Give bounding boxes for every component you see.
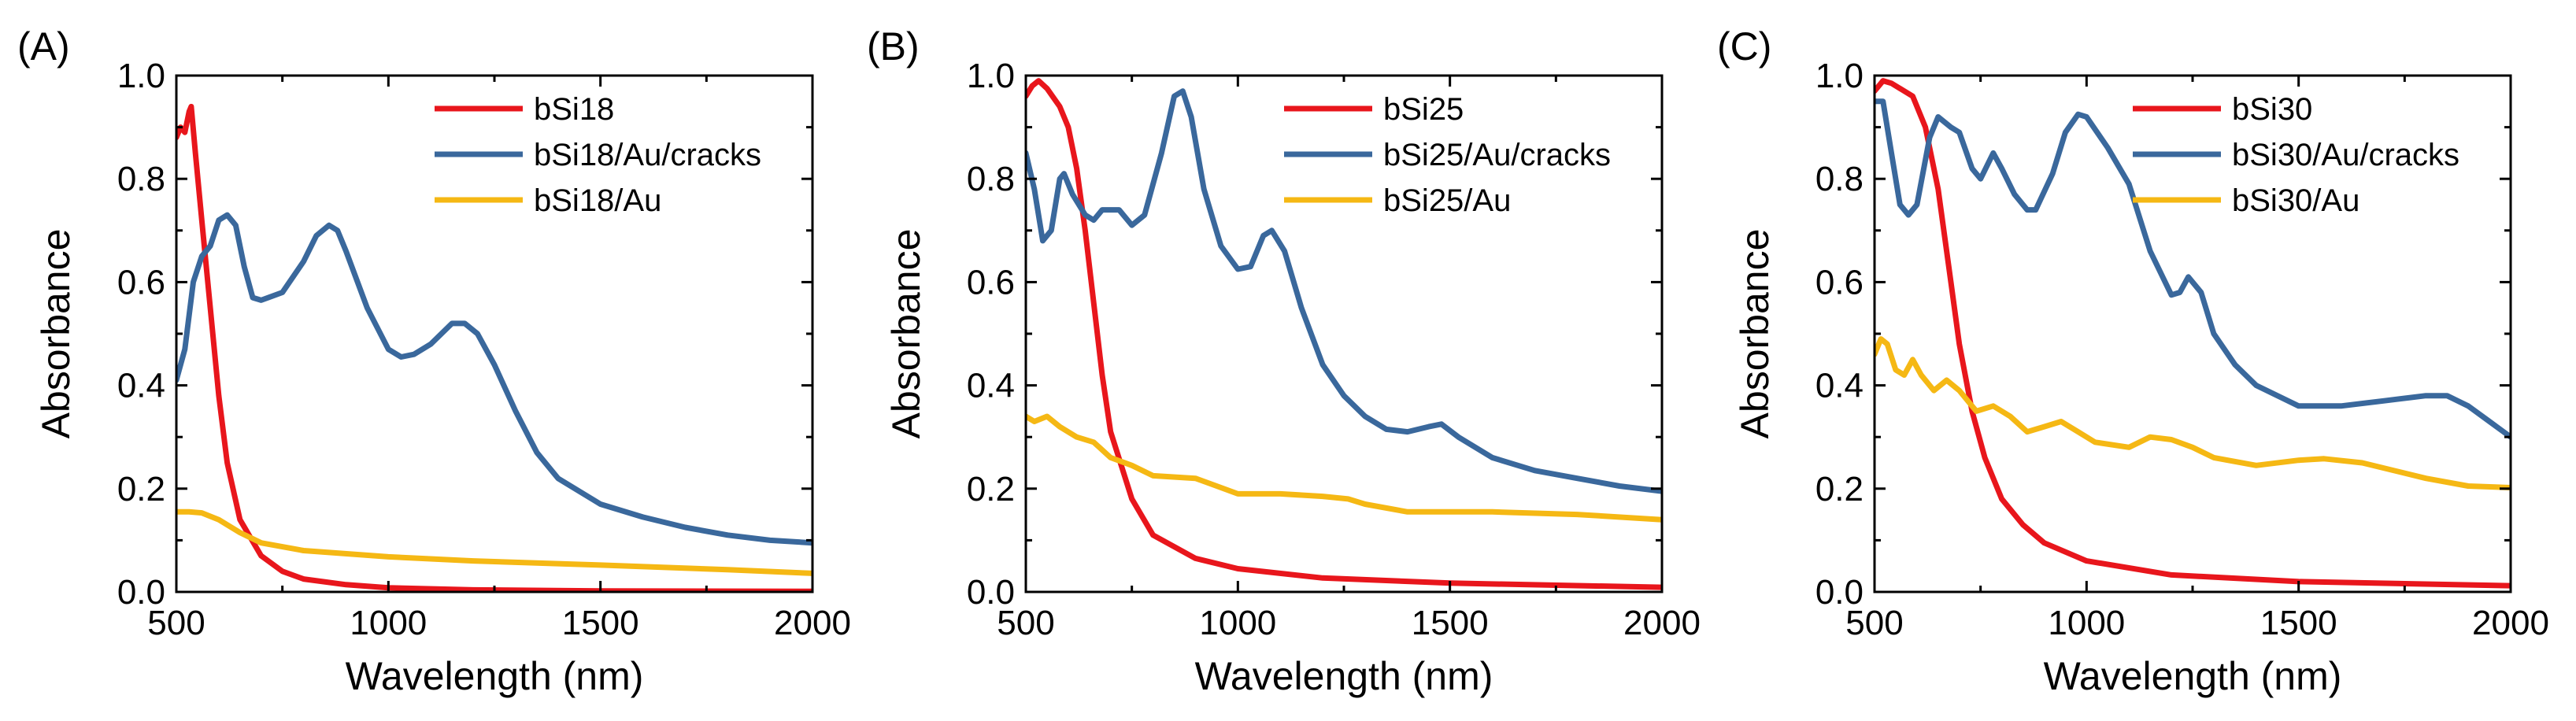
x-axis-title: Wavelength (nm): [2044, 654, 2342, 698]
series-group: [1875, 78, 2511, 589]
y-tick-label: 0.2: [1815, 470, 1864, 508]
y-tick-label: 0.4: [117, 367, 165, 405]
y-tick-label: 0.2: [967, 470, 1015, 508]
y-axis-title: Absorbance: [884, 229, 928, 439]
x-tick-label: 2000: [1623, 604, 1701, 642]
legend-label: bSi25: [1383, 92, 1464, 127]
x-tick-label: 1500: [1412, 604, 1489, 642]
x-axis-title: Wavelength (nm): [346, 654, 644, 698]
y-tick-label: 0.0: [967, 573, 1015, 612]
y-tick-label: 1.0: [967, 57, 1015, 95]
series-group: [176, 103, 812, 592]
legend-label: bSi18/Au/cracks: [534, 138, 761, 172]
panel-3: (C) 500 1000 1500 2000 0.0 0.2 0.4 0.6 0.8 1.0 Wave…: [1717, 24, 2549, 698]
legend-label: bSi30: [2232, 92, 2312, 127]
y-tick-label: 0.4: [1815, 367, 1864, 405]
legend: bSi25 bSi25/Au/cracks bSi25/Au: [1284, 92, 1611, 218]
x-tick-label: 1000: [2048, 604, 2125, 642]
y-axis-title: Absorbance: [1733, 229, 1777, 439]
x-tick-label: 2000: [2472, 604, 2549, 642]
legend-label: bSi25/Au: [1383, 183, 1511, 218]
panel-1: (A) 500 1000 1500 2000 0.0 0.2 0.4 0.6 0.8 1.0 Wave…: [17, 24, 851, 698]
series-group: [1026, 78, 1662, 590]
series-line-bsi18-au-cracks: [176, 212, 812, 546]
x-tick-label: 2000: [774, 604, 851, 642]
y-axis-title: Absorbance: [34, 229, 78, 439]
panel-label: (A): [17, 24, 70, 68]
y-tick-label: 0.8: [1815, 160, 1864, 198]
y-tick-label: 0.0: [117, 573, 165, 612]
x-tick-label: 500: [1845, 604, 1903, 642]
series-line-bsi30-au: [1875, 336, 2511, 490]
x-tick-label: 1000: [1199, 604, 1276, 642]
legend-label: bSi18/Au: [534, 183, 661, 218]
series-line-bsi25: [1026, 78, 1662, 590]
legend-label: bSi25/Au/cracks: [1383, 138, 1611, 172]
y-tick-label: 0.6: [117, 263, 165, 301]
legend-label: bSi18: [534, 92, 614, 127]
series-line-bsi30-au-cracks: [1875, 98, 2511, 440]
panel-2: (B) 500 1000 1500 2000 0.0 0.2 0.4 0.6 0.8 1.0 Wave…: [867, 24, 1701, 698]
y-tick-label: 0.6: [967, 263, 1015, 301]
legend: bSi30 bSi30/Au/cracks bSi30/Au: [2133, 92, 2459, 218]
series-line-bsi30: [1875, 78, 2511, 589]
x-tick-label: 1500: [562, 604, 639, 642]
y-tick-label: 1.0: [117, 57, 165, 95]
x-tick-label: 1500: [2260, 604, 2337, 642]
series-line-bsi18: [176, 103, 812, 592]
panel-label: (B): [867, 24, 920, 68]
series-line-bsi25-au-cracks: [1026, 88, 1662, 494]
y-tick-label: 0.8: [117, 160, 165, 198]
series-line-bsi25-au: [1026, 413, 1662, 523]
y-tick-label: 0.0: [1815, 573, 1864, 612]
x-tick-label: 1000: [350, 604, 427, 642]
panel-label: (C): [1717, 24, 1771, 68]
y-tick-label: 0.2: [117, 470, 165, 508]
series-line-bsi18-au: [176, 508, 812, 576]
y-tick-label: 0.4: [967, 367, 1015, 405]
x-tick-label: 500: [147, 604, 205, 642]
y-tick-label: 0.8: [967, 160, 1015, 198]
y-tick-label: 1.0: [1815, 57, 1864, 95]
legend-label: bSi30/Au/cracks: [2232, 138, 2459, 172]
x-axis-title: Wavelength (nm): [1195, 654, 1493, 698]
y-tick-label: 0.6: [1815, 263, 1864, 301]
x-tick-label: 500: [997, 604, 1054, 642]
legend: bSi18 bSi18/Au/cracks bSi18/Au: [435, 92, 761, 218]
legend-label: bSi30/Au: [2232, 183, 2359, 218]
